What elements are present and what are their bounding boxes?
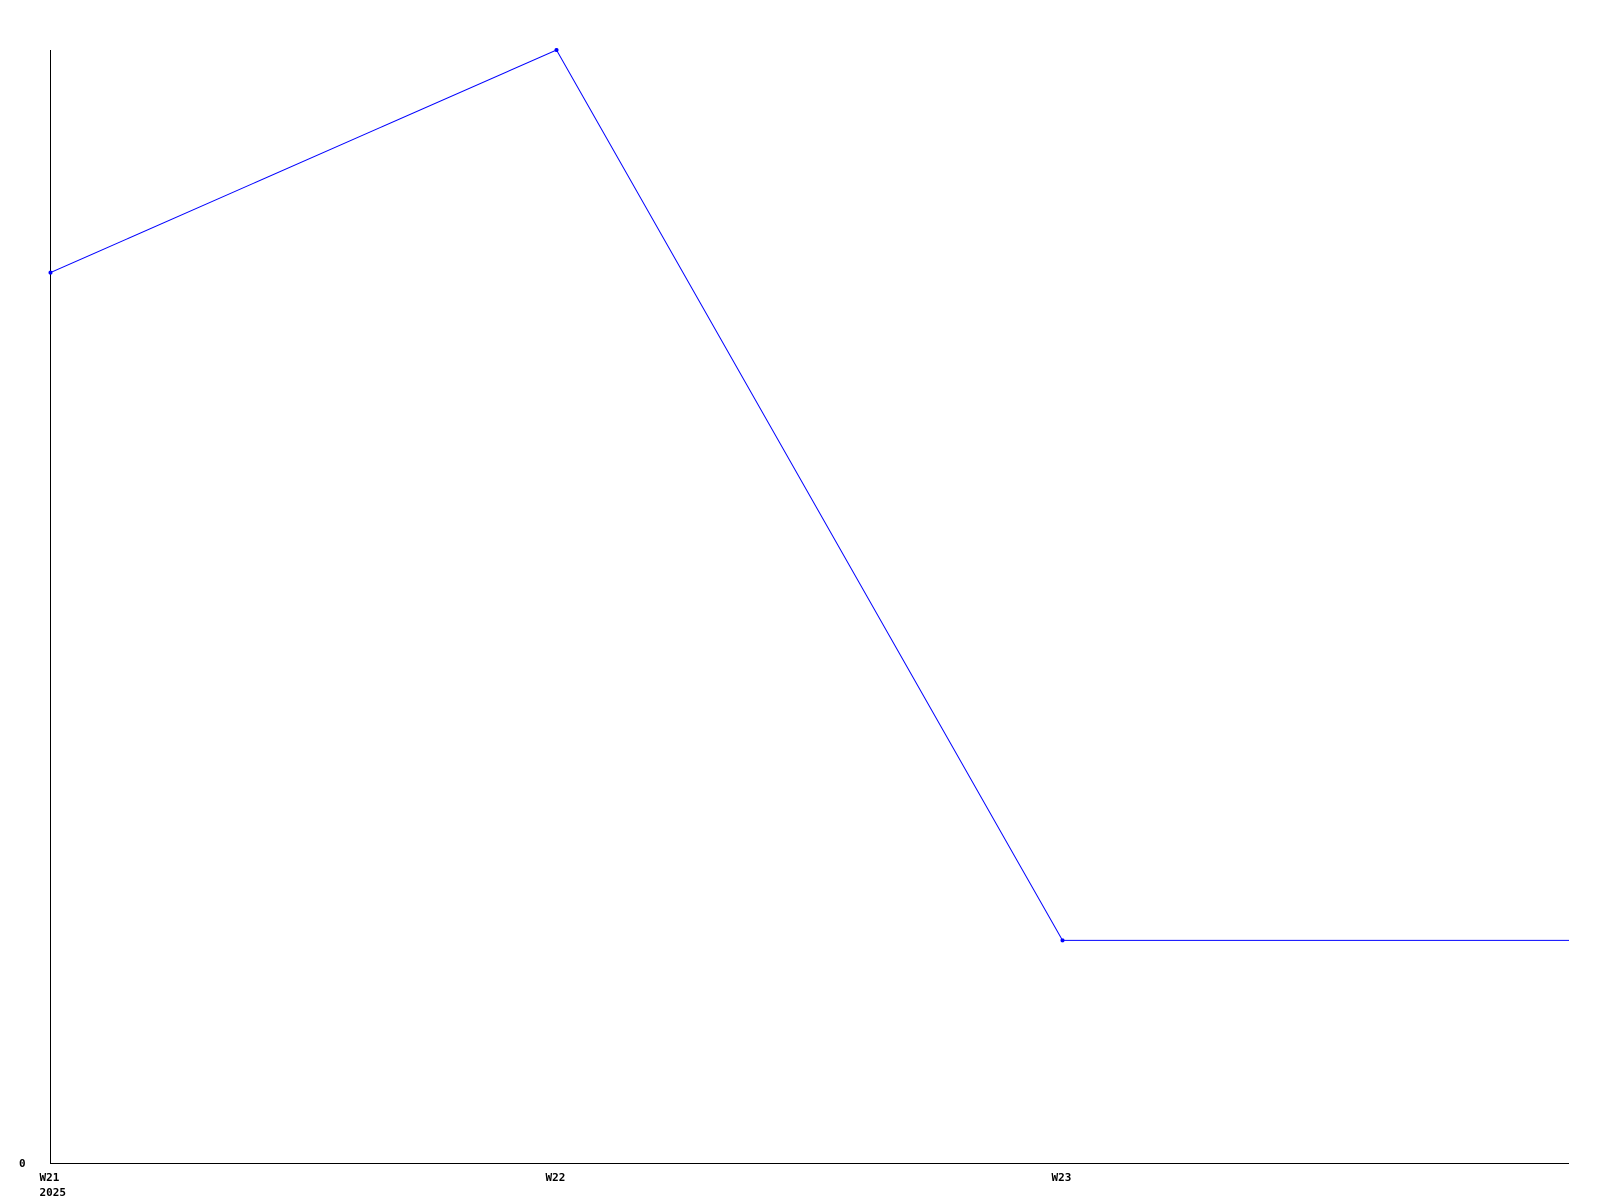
x-tick-label-w22: W22 [546,1171,566,1184]
data-point-w22 [554,48,559,52]
x-tick-sublabel-year: 2025 [40,1186,67,1199]
x-tick-label-w23: W23 [1052,1171,1072,1184]
series-line-0 [50,49,1569,941]
x-tick-label-w21: W21 [40,1171,60,1184]
data-point-w21 [48,270,53,275]
y-tick-label-0: 0 [19,1157,26,1170]
data-point-w23 [1060,938,1065,943]
